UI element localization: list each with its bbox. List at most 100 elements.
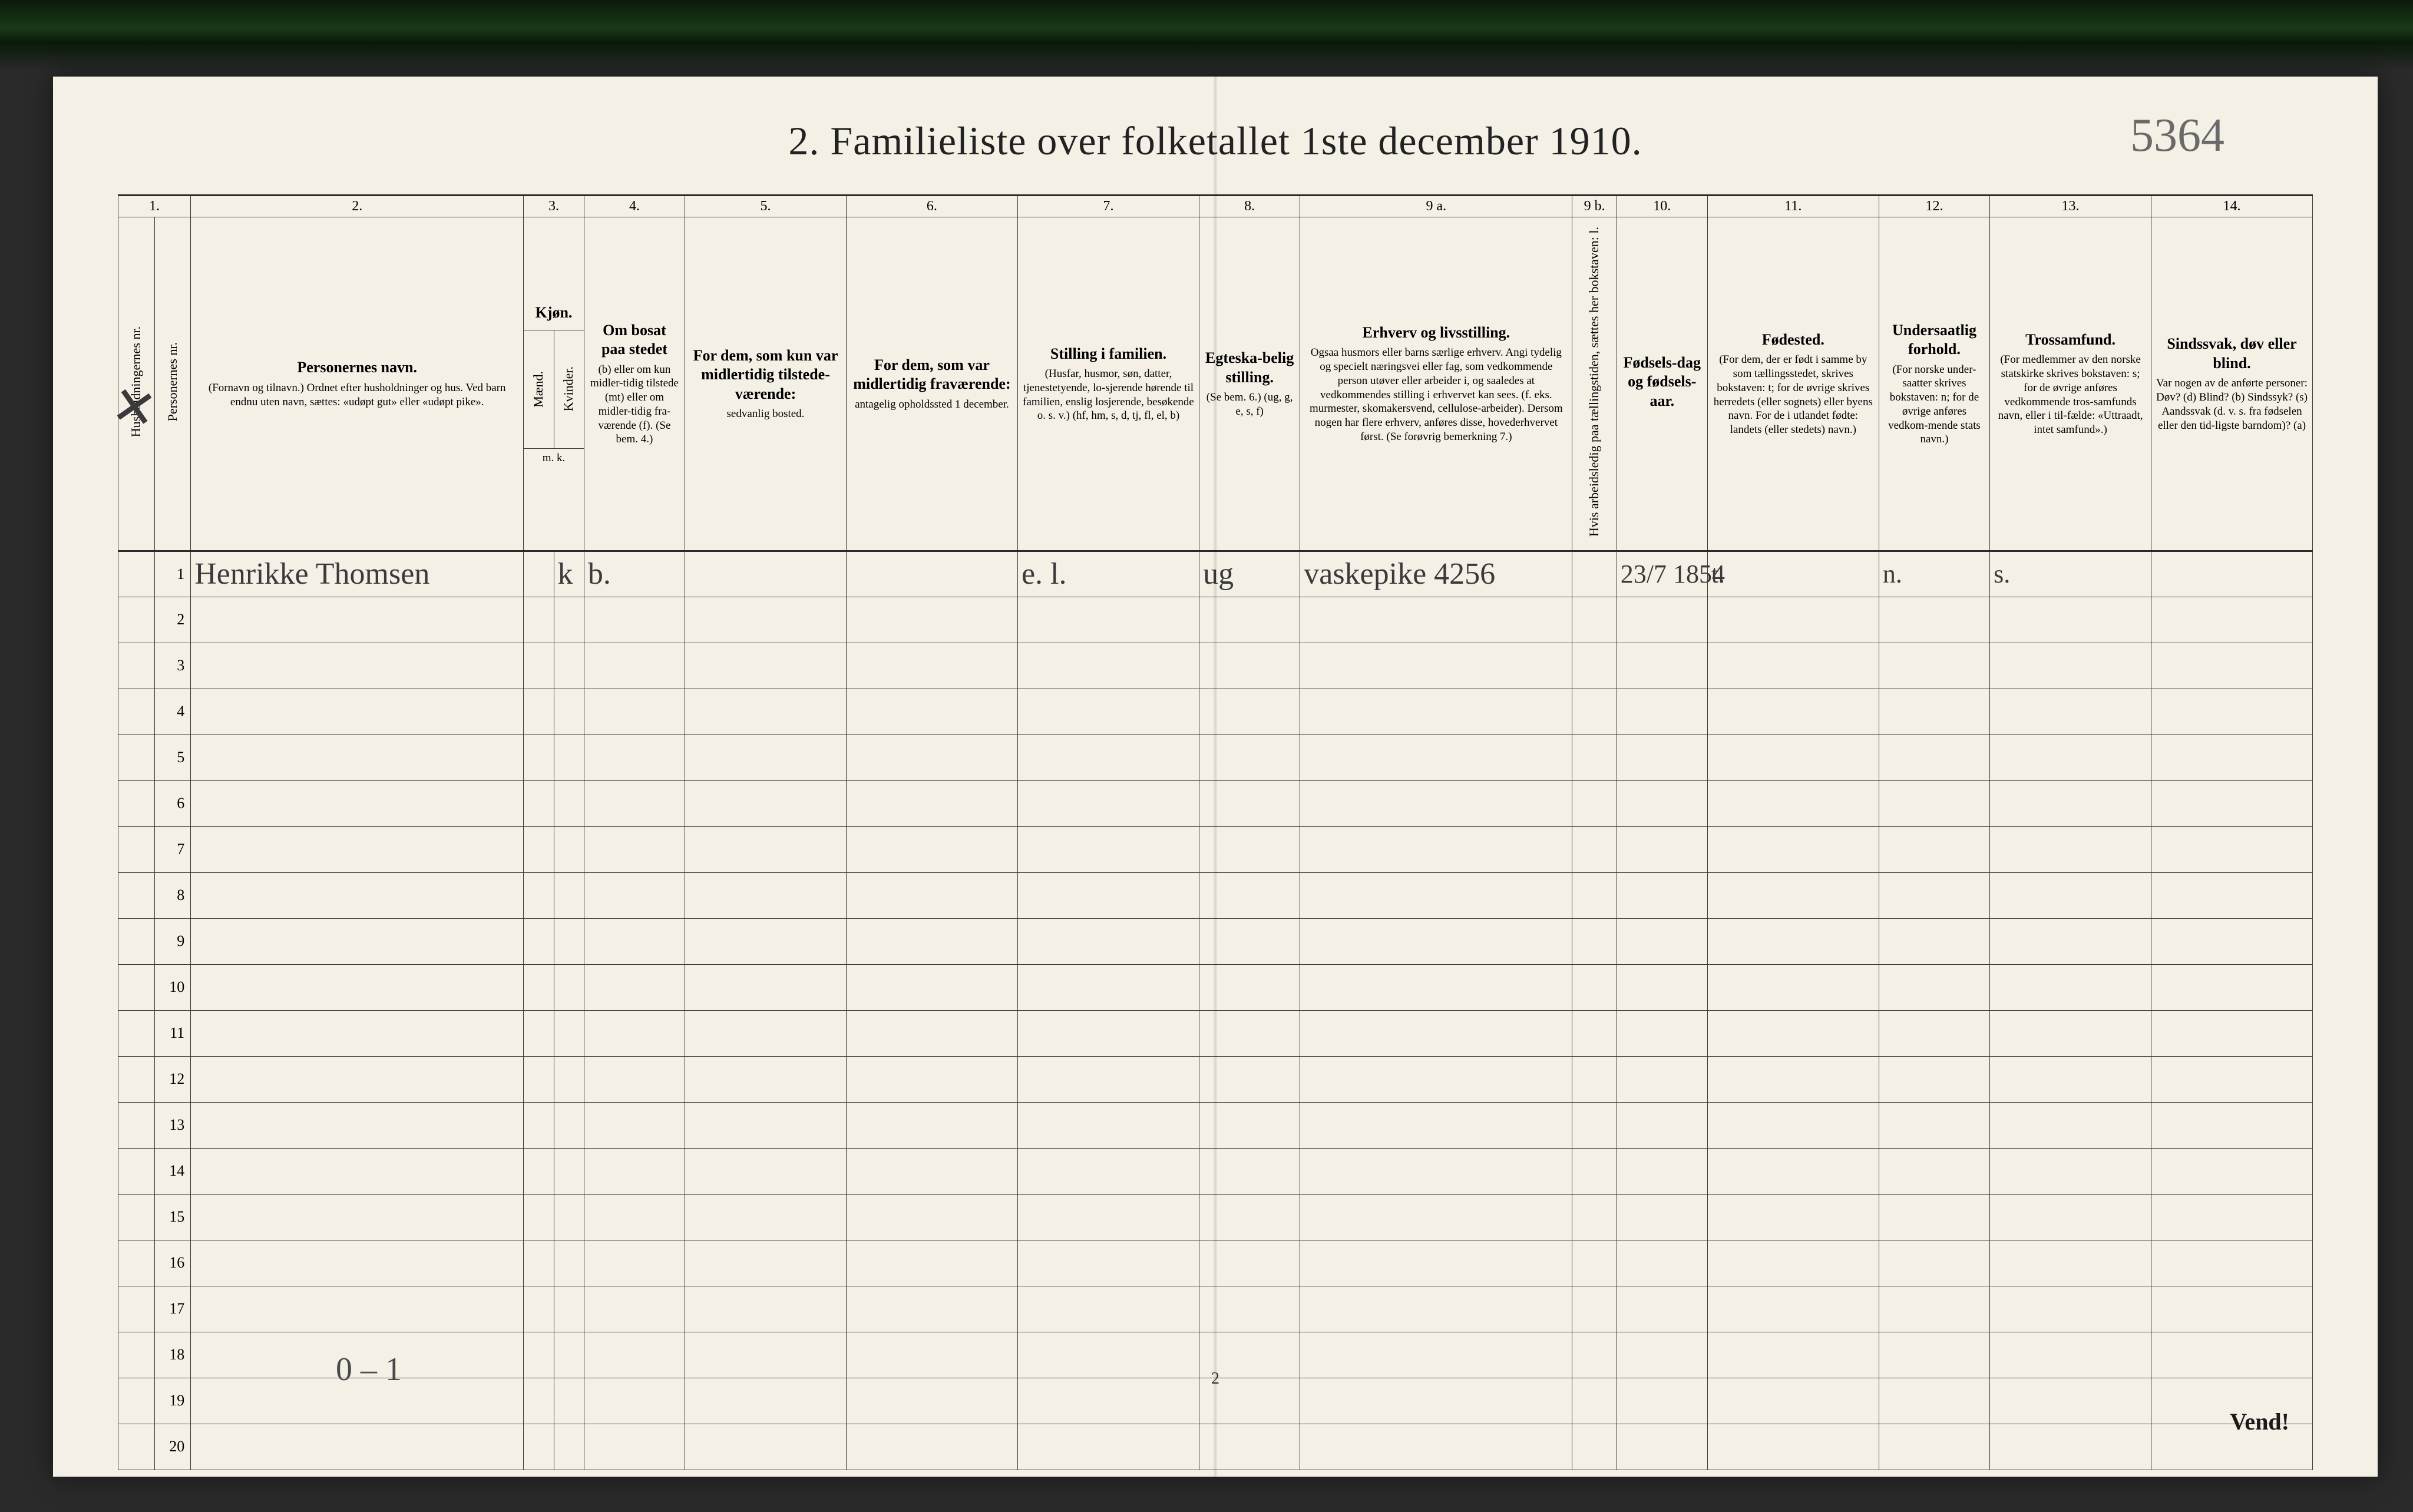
hdr-person-no-label: Personernes nr.: [164, 339, 181, 425]
cell: [1199, 643, 1300, 689]
cell: [524, 1056, 554, 1102]
colnum-1: 1.: [118, 196, 191, 217]
cell: [584, 918, 685, 964]
cell: [1707, 780, 1879, 826]
cell: [1617, 964, 1707, 1010]
cell: [685, 1010, 847, 1056]
hdr-occupation-main: Erhverv og livsstilling.: [1305, 323, 1567, 343]
hdr-sex-male: Mænd.: [530, 368, 547, 411]
table-row: 2: [118, 597, 2313, 643]
cell: s.: [1990, 551, 2151, 597]
cell: [685, 872, 847, 918]
cell: [554, 1424, 584, 1470]
cell: [2151, 689, 2313, 735]
cell: [1990, 780, 2151, 826]
cell: [1572, 1010, 1617, 1056]
cell: [1990, 1194, 2151, 1240]
cell: [2151, 551, 2313, 597]
column-number-row: 1. 2. 3. 4. 5. 6. 7. 8. 9 a. 9 b. 10. 11…: [118, 196, 2313, 217]
cell: [1572, 918, 1617, 964]
table-row: 10: [118, 964, 2313, 1010]
cell: [1879, 735, 1989, 780]
cell: [584, 597, 685, 643]
cell: [584, 1194, 685, 1240]
cell: [2151, 826, 2313, 872]
cell: [1990, 689, 2151, 735]
hdr-disability-main: Sindssvak, døv eller blind.: [2156, 335, 2308, 373]
cell: [1199, 964, 1300, 1010]
cell: 1: [154, 551, 191, 597]
cell: [1707, 826, 1879, 872]
cell: [1300, 1102, 1572, 1148]
cell: [1572, 643, 1617, 689]
cell: [1617, 872, 1707, 918]
cell: [584, 1424, 685, 1470]
cell: [1572, 1102, 1617, 1148]
table-row: 4: [118, 689, 2313, 735]
cell: [1707, 964, 1879, 1010]
cell: [1199, 1286, 1300, 1332]
cell: [846, 1424, 1017, 1470]
hdr-birthplace-main: Fødested.: [1713, 330, 1874, 350]
cell: [554, 643, 584, 689]
cell: [554, 918, 584, 964]
hdr-name-main: Personernes navn.: [196, 358, 518, 378]
cell: [1707, 597, 1879, 643]
cell: [584, 780, 685, 826]
cell: [1199, 1240, 1300, 1286]
hdr-religion-sub: (For medlemmer av den norske statskirke …: [1995, 353, 2146, 437]
hdr-religion: Trossamfund. (For medlemmer av den norsk…: [1990, 217, 2151, 551]
cell: [2151, 918, 2313, 964]
cell: [1707, 689, 1879, 735]
cell: [1990, 1010, 2151, 1056]
cell: [118, 597, 155, 643]
cell: [846, 1056, 1017, 1102]
table-row: 11: [118, 1010, 2313, 1056]
cell: [846, 872, 1017, 918]
cell: [1017, 1148, 1199, 1194]
cell: [1879, 689, 1989, 735]
cell: [846, 918, 1017, 964]
cell: [1017, 872, 1199, 918]
hdr-birth: Fødsels-dag og fødsels-aar.: [1617, 217, 1707, 551]
cell: [1879, 1286, 1989, 1332]
colnum-13: 13.: [1990, 196, 2151, 217]
cell: [2151, 872, 2313, 918]
cell: [524, 643, 554, 689]
cell: [118, 826, 155, 872]
cell: [191, 689, 524, 735]
cell: [1199, 1102, 1300, 1148]
cell: [584, 964, 685, 1010]
colnum-14: 14.: [2151, 196, 2313, 217]
cell: [1300, 1194, 1572, 1240]
table-row: 8: [118, 872, 2313, 918]
cell: [846, 1010, 1017, 1056]
cell: [1707, 1424, 1879, 1470]
hdr-disability: Sindssvak, døv eller blind. Var nogen av…: [2151, 217, 2313, 551]
hdr-marital: Egteska-belig stilling. (Se bem. 6.) (ug…: [1199, 217, 1300, 551]
hdr-temp-present: For dem, som kun var midlertidig tilsted…: [685, 217, 847, 551]
cell: [584, 735, 685, 780]
cell: [191, 1286, 524, 1332]
cell: [1879, 1102, 1989, 1148]
cell: [685, 1194, 847, 1240]
cell: 11: [154, 1010, 191, 1056]
cell: [1300, 780, 1572, 826]
cell: [1990, 735, 2151, 780]
cell: [1017, 689, 1199, 735]
colnum-10: 10.: [1617, 196, 1707, 217]
cell: [2151, 735, 2313, 780]
cell: [1879, 826, 1989, 872]
cell: [1617, 597, 1707, 643]
handwritten-value: t.: [1711, 560, 1725, 588]
cell: [584, 643, 685, 689]
cell: [554, 1010, 584, 1056]
cell: [685, 643, 847, 689]
cell: [118, 643, 155, 689]
turn-over-label: Vend!: [2230, 1408, 2289, 1435]
cell: [554, 1056, 584, 1102]
cell: [554, 1148, 584, 1194]
cell: [191, 1424, 524, 1470]
cell: [584, 1010, 685, 1056]
cell: [1707, 643, 1879, 689]
